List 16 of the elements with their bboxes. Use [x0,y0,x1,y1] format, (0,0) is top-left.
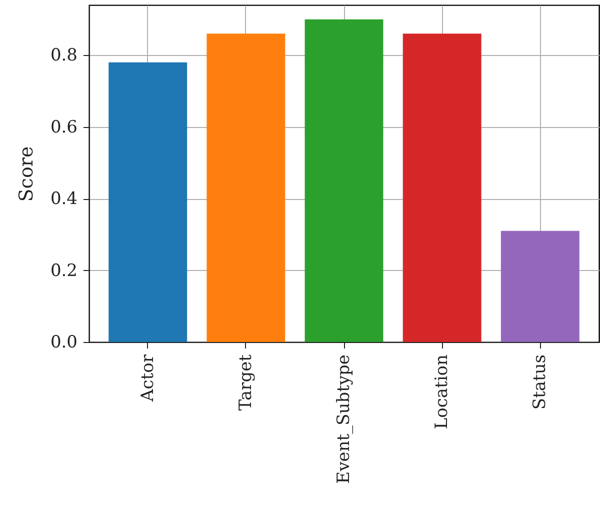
x-tick-label: Actor [138,354,158,402]
x-tick-label: Target [236,354,256,411]
y-tick-label: 0.0 [50,332,78,352]
y-tick-label: 0.4 [50,189,78,210]
x-tick-label: Status [530,354,550,410]
bar [304,19,384,342]
bar [206,34,286,342]
x-tick-label: Event_Subtype [334,354,354,484]
bar [500,230,580,342]
y-axis-title: Score [15,146,38,202]
bar [402,34,482,342]
bar [108,62,188,342]
y-tick-label: 0.2 [50,260,78,281]
y-tick-label: 0.8 [50,46,78,66]
x-tick-label: Location [432,354,452,430]
y-tick-label: 0.6 [50,117,78,138]
